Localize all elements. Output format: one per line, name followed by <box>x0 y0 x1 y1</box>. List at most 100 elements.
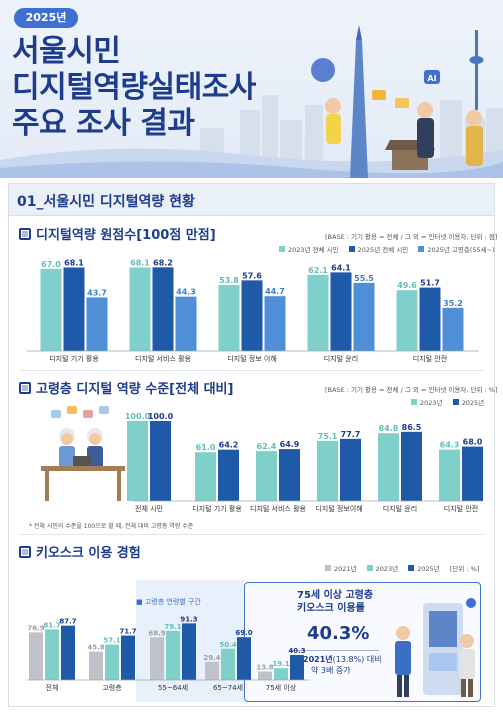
category-label: 디지털 서비스 활용 <box>135 354 192 363</box>
callout-title-line-2: 키오스크 이용률 <box>297 603 365 614</box>
chart3-unit: [단위 : %] <box>449 565 480 573</box>
data-label: 75.1 <box>318 432 338 441</box>
data-label: 68.1 <box>130 258 150 267</box>
bar-2023년-65~74세 <box>221 648 235 680</box>
callout-sub-increase: 약 3배 증가 <box>311 666 351 675</box>
callout-big-value: 40.3% <box>307 623 370 644</box>
data-label: 68.2 <box>153 258 173 267</box>
bar-2025년 전체 시민-디지털 정보 이해 <box>241 280 263 351</box>
chart1-base-note: [BASE : 기기 활용 = 전체 / 그 외 = 인터넷 이용자, 단위 :… <box>325 233 498 241</box>
data-label: 68.1 <box>64 258 84 267</box>
data-label: 44.7 <box>265 287 285 296</box>
category-label: 디지털 안전 <box>413 354 447 363</box>
data-label: 13.8 <box>256 663 273 671</box>
category-label: 전체 시민 <box>135 504 163 513</box>
bar-2023년-디지털 기기 활용 <box>195 452 216 501</box>
data-label: 84.8 <box>379 424 399 433</box>
bar-2025년-고령층 <box>121 635 135 680</box>
chart2-footnote: * 전체 시민의 수준을 100으로 할 때, 전체 대비 고령층 역량 수준 <box>29 523 194 530</box>
legend-item: 2021년 <box>325 563 357 573</box>
bar-2025년 전체 시민-디지털 서비스 활용 <box>152 267 174 351</box>
data-label: 62.1 <box>308 266 328 275</box>
bar-2023년 전체 시민-디지털 윤리 <box>307 274 329 351</box>
category-label: 디지털 정보이해 <box>315 504 362 513</box>
data-label: 68.9 <box>148 629 165 637</box>
bar-2025년-디지털 윤리 <box>401 431 422 501</box>
bar-2025년-디지털 기기 활용 <box>218 449 239 501</box>
data-label: 79.1 <box>164 623 181 631</box>
bar-2021년-55~64세 <box>150 637 164 680</box>
hero-banner: AI 2025년 서울시민 디지털역량실태조사 주요 조사 결과 <box>0 0 503 178</box>
chart-icon <box>19 546 31 558</box>
chart1-title: 디지털역량 원점수[100점 만점] <box>19 224 216 243</box>
bar-2025년-65~74세 <box>237 637 251 680</box>
bar-2023년-디지털 윤리 <box>378 433 399 501</box>
legend-item: 2025년 고령층(55세~) <box>418 244 495 254</box>
chart-icon <box>19 382 31 394</box>
title-line-1: 서울시민 <box>12 34 121 69</box>
bar-2021년-전체 <box>29 632 43 680</box>
data-label: 68.0 <box>463 438 483 447</box>
chart2-base-note: [BASE : 기기 활용 = 전체 / 그 외 = 인터넷 이용자, 단위 :… <box>325 386 498 394</box>
bar-2025년-디지털 서비스 활용 <box>279 449 300 501</box>
bar-2023년 전체 시민-디지털 안전 <box>396 290 418 351</box>
svg-text:AI: AI <box>427 74 436 83</box>
data-label: 62.4 <box>257 442 277 451</box>
chart1-title-text: 디지털역량 원점수[100점 만점] <box>36 228 216 243</box>
bar-2025년 고령층(55세~)-디지털 서비스 활용 <box>175 296 197 351</box>
bar-2023년-전체 <box>45 629 59 680</box>
bar-2023년 전체 시민-디지털 정보 이해 <box>218 285 240 351</box>
bar-2023년-디지털 정보이해 <box>317 440 338 501</box>
legend-item: 2025년 <box>452 397 484 407</box>
report-panel: 01_서울시민 디지털역량 현황 디지털역량 원점수[100점 만점] [BAS… <box>8 183 498 707</box>
bar-2023년 전체 시민-디지털 기기 활용 <box>40 268 62 351</box>
data-label: 67.0 <box>41 260 61 269</box>
chart1-legend: 2023년 전체 시민 2025년 전체 시민 2025년 고령층(55세~) <box>271 244 495 254</box>
callout-sub-compare: (13.8%) 대비 <box>332 655 382 664</box>
data-label: 100.0 <box>148 412 174 421</box>
message-icon <box>395 98 409 108</box>
chart2-title-text: 고령층 디지털 역량 수준[전체 대비] <box>36 382 234 397</box>
data-label: 86.5 <box>402 423 422 432</box>
title-line-3: 주요 조사 결과 <box>12 106 195 141</box>
data-label: 64.1 <box>331 263 351 272</box>
kiosk-illustration <box>395 598 476 697</box>
section-title: 01_서울시민 디지털역량 현황 <box>17 194 195 210</box>
data-label: 29.4 <box>203 654 220 662</box>
bar-2023년-고령층 <box>105 644 119 680</box>
section-banner: 01_서울시민 디지털역량 현황 <box>9 184 494 216</box>
data-label: 57.6 <box>242 271 262 280</box>
bar-2025년-디지털 정보이해 <box>340 438 361 501</box>
data-label: 91.3 <box>180 615 197 623</box>
bar-2025년-75세 이상 <box>290 655 304 680</box>
callout-sub: 2021년(13.8%) 대비 약 3배 증가 <box>303 654 382 676</box>
legend-item: 2023년 전체 시민 <box>279 244 339 254</box>
title-line-2: 디지털역량실태조사 <box>12 70 256 105</box>
cloud-icon <box>311 58 335 82</box>
data-label: 100.0 <box>125 412 151 421</box>
data-label: 43.7 <box>87 288 107 297</box>
data-label: 69.0 <box>235 629 252 637</box>
bar-2025년-전체 시민 <box>150 421 171 501</box>
category-label: 전체 <box>46 683 59 692</box>
chat-icon <box>372 90 386 100</box>
data-label: 50.4 <box>219 641 236 649</box>
bar-2025년 전체 시민-디지털 윤리 <box>330 272 352 351</box>
category-label: 디지털 정보 이해 <box>227 354 277 363</box>
bar-2025년-전체 <box>61 625 75 680</box>
category-label: 디지털 기기 활용 <box>49 354 99 363</box>
data-label: 77.7 <box>341 430 361 439</box>
callout-sub-year: 2021년 <box>303 655 333 664</box>
chart3-svg: 76.981.787.7 전체 45.857.171.7 고령층 68.979.191.… <box>27 615 309 692</box>
legend-item: 2023년 <box>411 397 443 407</box>
bar-2025년 전체 시민-디지털 기기 활용 <box>63 267 85 351</box>
callout-title-line-1: 75세 이상 고령층 <box>297 590 374 601</box>
data-label: 57.1 <box>103 637 120 645</box>
chart3-title-text: 키오스크 이용 경험 <box>36 546 141 561</box>
page-title: 서울시민 디지털역량실태조사 주요 조사 결과 <box>12 34 256 142</box>
chart2-legend: 2023년 2025년 <box>403 397 484 407</box>
year-badge: 2025년 <box>14 8 78 28</box>
chart-icon <box>19 228 31 240</box>
